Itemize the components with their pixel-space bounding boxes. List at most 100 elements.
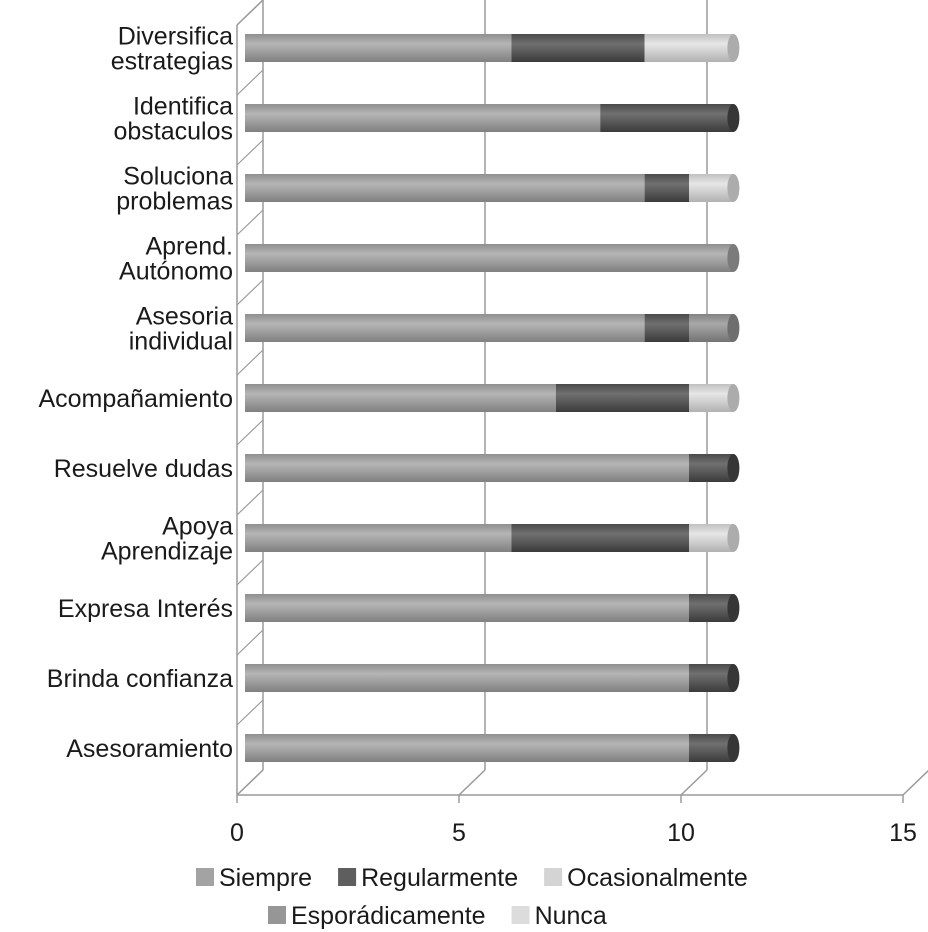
bar-row bbox=[245, 734, 740, 762]
row-separator bbox=[236, 69, 264, 96]
floor-gridline bbox=[902, 769, 928, 796]
bar-segment-siempre bbox=[245, 384, 556, 412]
bar-end-cap bbox=[727, 524, 740, 552]
bar-segment-siempre bbox=[245, 524, 512, 552]
legend-label: Esporádicamente bbox=[291, 902, 486, 930]
category-label-line: Brinda confianza bbox=[47, 665, 233, 693]
legend-swatch bbox=[196, 868, 214, 886]
legend-item-ocasionalmente: Ocasionalmente bbox=[544, 864, 748, 892]
bar-row bbox=[245, 34, 740, 62]
bar-segment-regularmente bbox=[689, 664, 734, 692]
x-tick-label: 0 bbox=[230, 819, 244, 847]
bar-segment-siempre bbox=[245, 664, 689, 692]
bar-end-cap bbox=[727, 314, 740, 342]
bar-segment-siempre bbox=[245, 454, 689, 482]
x-tick-label: 5 bbox=[452, 819, 466, 847]
bar-row bbox=[245, 664, 740, 692]
bar-segment-regularmente bbox=[644, 174, 689, 202]
bar-segment-siempre bbox=[245, 104, 601, 132]
bar-end-cap bbox=[727, 454, 740, 482]
legend-label: Regularmente bbox=[361, 864, 518, 892]
category-label: Acompañamiento bbox=[38, 385, 233, 413]
bar-segment-siempre bbox=[245, 734, 689, 762]
bar-segment-siempre bbox=[245, 174, 645, 202]
category-label-line: individual bbox=[129, 328, 233, 356]
bar-end-cap bbox=[727, 34, 740, 62]
category-label-line: problemas bbox=[116, 188, 233, 216]
category-label-line: Diversifica bbox=[118, 23, 233, 51]
legend-item-esporádicamente: Esporádicamente bbox=[268, 902, 486, 930]
bar-segment-regularmente bbox=[511, 524, 689, 552]
bar-segment-siempre bbox=[245, 34, 512, 62]
bar-row bbox=[245, 454, 740, 482]
bar-segment-regularmente bbox=[511, 34, 645, 62]
bar-row bbox=[245, 314, 740, 342]
legend-item-nunca: Nunca bbox=[511, 902, 607, 930]
bar-end-cap bbox=[727, 104, 740, 132]
row-separator bbox=[236, 0, 264, 26]
bar-row bbox=[245, 594, 740, 622]
category-label-line: Identifica bbox=[133, 93, 233, 121]
category-label: Asesoria individual bbox=[129, 303, 233, 356]
category-label-line: Apoya bbox=[162, 513, 233, 541]
category-label: Soluciona problemas bbox=[116, 163, 233, 216]
legend-label: Siempre bbox=[219, 864, 312, 892]
category-label: Aprend. Autónomo bbox=[119, 233, 233, 286]
row-separator bbox=[236, 209, 264, 236]
bar-end-cap bbox=[727, 384, 740, 412]
floor-gridline bbox=[458, 769, 486, 796]
legend-swatch bbox=[544, 868, 563, 886]
row-separator bbox=[236, 629, 264, 656]
row-separator bbox=[236, 139, 264, 166]
category-label: Resuelve dudas bbox=[54, 455, 233, 483]
legend-item-regularmente: Regularmente bbox=[338, 864, 518, 892]
bar-end-cap bbox=[727, 244, 740, 272]
category-label-line: Aprend. bbox=[145, 233, 233, 261]
bar-segment-regularmente bbox=[600, 104, 734, 132]
category-label: Apoya Aprendizaje bbox=[101, 513, 233, 566]
bar-segment-esporádicamente bbox=[689, 314, 734, 342]
category-label: Diversifica estrategias bbox=[111, 23, 233, 76]
x-tick-label: 15 bbox=[889, 819, 917, 847]
row-separator bbox=[236, 349, 264, 376]
bar-row bbox=[245, 384, 740, 412]
category-label-line: obstaculos bbox=[113, 118, 233, 146]
bar-end-cap bbox=[727, 174, 740, 202]
row-separator bbox=[236, 699, 264, 726]
category-label-line: Autónomo bbox=[119, 258, 233, 286]
legend-swatch bbox=[511, 906, 530, 924]
bar-end-cap bbox=[727, 594, 740, 622]
floor-gridline bbox=[680, 769, 708, 796]
bar-segment-ocasionalmente bbox=[689, 384, 734, 412]
bar-segment-siempre bbox=[245, 594, 689, 622]
bar-row bbox=[245, 524, 740, 552]
legend-swatch bbox=[268, 906, 286, 924]
row-separator bbox=[236, 279, 264, 306]
bar-segment-ocasionalmente bbox=[644, 34, 734, 62]
bar-end-cap bbox=[727, 734, 740, 762]
row-separator bbox=[236, 769, 264, 796]
category-label-line: Aprendizaje bbox=[101, 538, 233, 566]
bar-segment-regularmente bbox=[689, 454, 734, 482]
category-label-line: Asesoria bbox=[136, 303, 233, 331]
category-label: Expresa Interés bbox=[58, 595, 233, 623]
row-separator bbox=[236, 559, 264, 586]
category-label-line: estrategias bbox=[111, 48, 233, 76]
legend-swatch bbox=[338, 868, 357, 886]
bar-segment-regularmente bbox=[644, 314, 689, 342]
row-separator bbox=[236, 489, 264, 516]
row-separator bbox=[236, 419, 264, 446]
bar-row bbox=[245, 244, 740, 272]
category-label-line: Asesoramiento bbox=[66, 735, 233, 763]
bar-segment-siempre bbox=[245, 244, 734, 272]
legend-item-siempre: Siempre bbox=[196, 864, 312, 892]
x-tick-label: 10 bbox=[667, 819, 695, 847]
bar-segment-regularmente bbox=[689, 594, 734, 622]
bar-row bbox=[245, 174, 740, 202]
bar-segment-regularmente bbox=[555, 384, 689, 412]
category-label-line: Soluciona bbox=[123, 163, 233, 191]
category-label-line: Resuelve dudas bbox=[54, 455, 233, 483]
category-label: Brinda confianza bbox=[47, 665, 233, 693]
category-label: Identifica obstaculos bbox=[113, 93, 233, 146]
